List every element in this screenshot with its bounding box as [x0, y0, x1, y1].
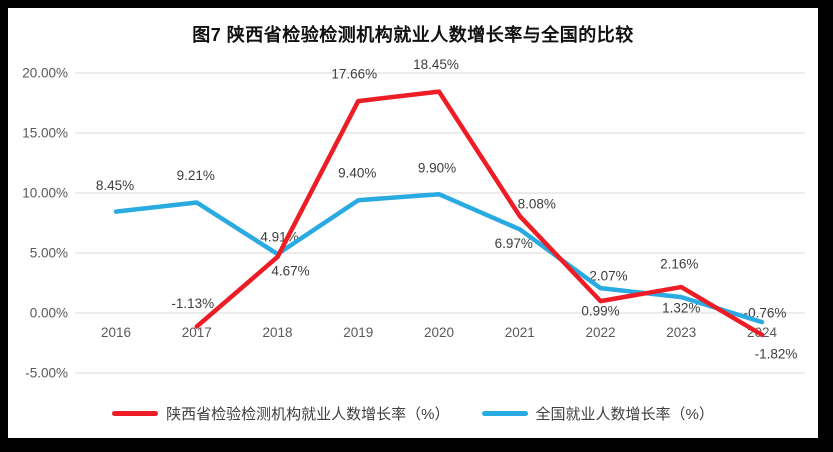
y-axis-label: 0.00%: [30, 306, 68, 321]
y-axis-label: -5.00%: [25, 366, 68, 381]
chart-legend: 陕西省检验检测机构就业人数增长率（%） 全国就业人数增长率（%）: [8, 403, 818, 424]
data-label-national: -0.76%: [744, 306, 787, 321]
data-label-national: 8.45%: [96, 178, 134, 193]
chart-title: 图7 陕西省检验检测机构就业人数增长率与全国的比较: [192, 25, 634, 45]
x-axis-label: 2016: [101, 325, 131, 340]
series-line-shaanxi-institutions: [194, 89, 765, 338]
x-axis-label: 2023: [666, 325, 696, 340]
data-label-national: 9.90%: [418, 161, 456, 176]
data-label-national: 2.07%: [589, 269, 627, 284]
data-label-shaanxi-institutions: 18.45%: [413, 57, 459, 72]
data-label-shaanxi-institutions: 17.66%: [331, 67, 377, 82]
series-line-national: [113, 191, 765, 325]
data-label-shaanxi-institutions: -1.13%: [171, 296, 214, 311]
data-label-shaanxi-institutions: -1.82%: [755, 346, 798, 361]
y-axis-label: 20.00%: [22, 66, 68, 81]
x-axis-label: 2017: [182, 325, 212, 340]
data-label-shaanxi-institutions: 8.08%: [518, 197, 556, 212]
x-axis-label: 2021: [505, 325, 535, 340]
x-axis-label: 2022: [585, 325, 615, 340]
legend-item-shaanxi-institutions: 陕西省检验检测机构就业人数增长率（%）: [112, 403, 450, 424]
legend-label-national: 全国就业人数增长率（%）: [535, 406, 714, 423]
x-axis-label: 2018: [262, 325, 292, 340]
x-axis-label: 2020: [424, 325, 454, 340]
legend-swatch-red-line: [112, 411, 159, 416]
data-label-shaanxi-institutions: 0.99%: [581, 304, 619, 319]
chart-panel: 图7 陕西省检验检测机构就业人数增长率与全国的比较 20.00% 15.00% 10…: [8, 8, 818, 438]
x-axis-label: 2019: [343, 325, 373, 340]
data-label-shaanxi-institutions: 4.67%: [271, 263, 309, 278]
data-label-national: 6.97%: [495, 236, 533, 251]
legend-label-shaanxi-institutions: 陕西省检验检测机构就业人数增长率（%）: [166, 406, 450, 423]
y-axis-label: 15.00%: [22, 126, 68, 141]
data-label-national: 9.40%: [338, 166, 376, 181]
y-axis-label: 5.00%: [30, 246, 68, 261]
data-label-national: 1.32%: [662, 301, 700, 316]
growth-rate-line-chart: 20.00% 15.00% 10.00% 5.00% 0.00% -5.00% 2016 20…: [22, 57, 805, 381]
legend-item-national: 全国就业人数增长率（%）: [481, 403, 714, 424]
legend-swatch-blue-line: [481, 411, 528, 416]
y-axis-label: 10.00%: [22, 186, 68, 201]
data-label-shaanxi-institutions: 2.16%: [660, 257, 698, 272]
data-label-national: 9.21%: [177, 168, 215, 183]
